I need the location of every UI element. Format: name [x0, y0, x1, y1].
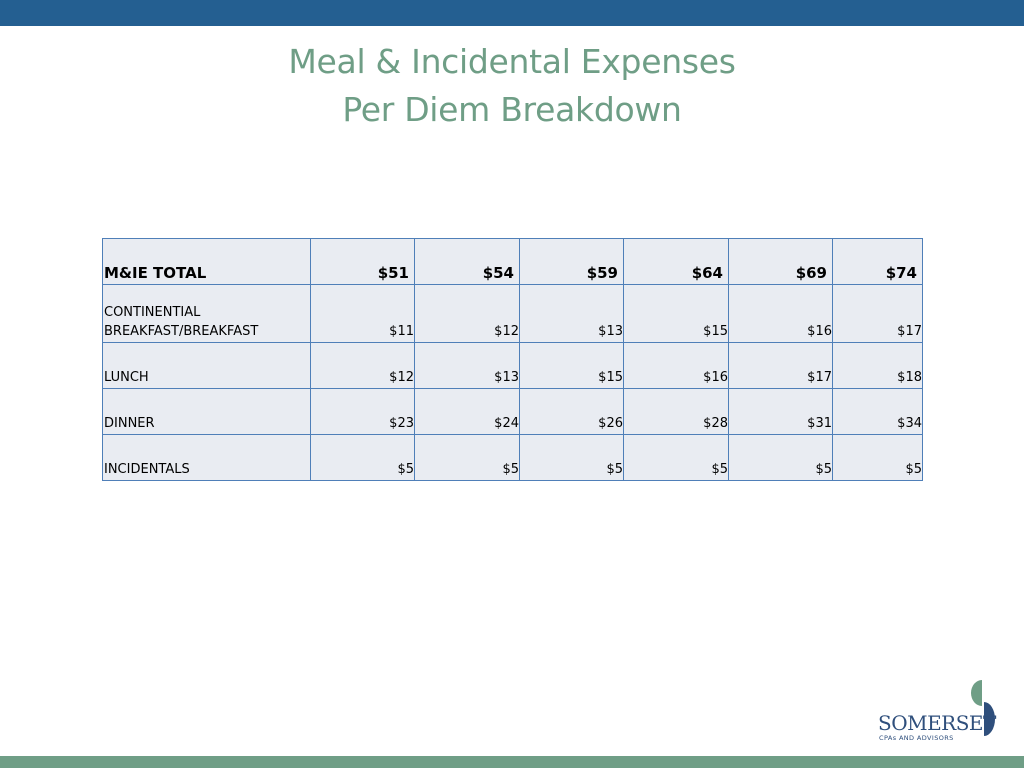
cell-value: $5 [519, 434, 624, 481]
row-label: CONTINENTIAL BREAKFAST/BREAKFAST [102, 284, 311, 343]
total-value: $74 [832, 238, 923, 285]
cell-value: $12 [310, 342, 415, 389]
total-value: $54 [414, 238, 520, 285]
cell-value: $13 [519, 284, 624, 343]
row-label: DINNER [102, 388, 311, 435]
cell-value: $5 [414, 434, 520, 481]
total-value: $51 [310, 238, 415, 285]
cell-value: $16 [623, 342, 729, 389]
row-label-line-2: BREAKFAST/BREAKFAST [104, 324, 259, 339]
company-logo: SOMERSET CPAs AND ADVISORS [876, 676, 996, 746]
per-diem-table: M&IE TOTAL $51 $54 $59 $64 $69 $74 CONTI… [102, 238, 923, 481]
table-row-lunch: LUNCH $12 $13 $15 $16 $17 $18 [102, 342, 923, 389]
slide-title: Meal & Incidental Expenses Per Diem Brea… [0, 38, 1024, 134]
cell-value: $23 [310, 388, 415, 435]
cell-value: $5 [728, 434, 833, 481]
table-row-incidentals: INCIDENTALS $5 $5 $5 $5 $5 $5 [102, 434, 923, 481]
table-row-breakfast: CONTINENTIAL BREAKFAST/BREAKFAST $11 $12… [102, 284, 923, 343]
cell-value: $5 [623, 434, 729, 481]
table-row-dinner: DINNER $23 $24 $26 $28 $31 $34 [102, 388, 923, 435]
cell-value: $11 [310, 284, 415, 343]
cell-value: $26 [519, 388, 624, 435]
cell-value: $24 [414, 388, 520, 435]
cell-value: $15 [623, 284, 729, 343]
row-label: INCIDENTALS [102, 434, 311, 481]
total-label: M&IE TOTAL [102, 238, 311, 285]
cell-value: $18 [832, 342, 923, 389]
total-value: $69 [728, 238, 833, 285]
logo-tagline: CPAs AND ADVISORS [879, 734, 954, 742]
cell-value: $17 [832, 284, 923, 343]
cell-value: $16 [728, 284, 833, 343]
cell-value: $5 [310, 434, 415, 481]
top-header-band [0, 0, 1024, 26]
total-value: $59 [519, 238, 624, 285]
row-label-line-1: CONTINENTIAL [104, 305, 201, 320]
row-label: LUNCH [102, 342, 311, 389]
cell-value: $34 [832, 388, 923, 435]
cell-value: $5 [832, 434, 923, 481]
cell-value: $12 [414, 284, 520, 343]
cell-value: $17 [728, 342, 833, 389]
cell-value: $31 [728, 388, 833, 435]
bottom-footer-band [0, 756, 1024, 768]
cell-value: $15 [519, 342, 624, 389]
slide-title-line-1: Meal & Incidental Expenses [288, 42, 736, 81]
cell-value: $13 [414, 342, 520, 389]
cell-value: $28 [623, 388, 729, 435]
logo-wordmark: SOMERSET [878, 711, 996, 735]
slide-title-line-2: Per Diem Breakdown [342, 90, 682, 129]
total-value: $64 [623, 238, 729, 285]
logo-mark-icon [971, 680, 995, 736]
table-row-total: M&IE TOTAL $51 $54 $59 $64 $69 $74 [102, 238, 923, 285]
